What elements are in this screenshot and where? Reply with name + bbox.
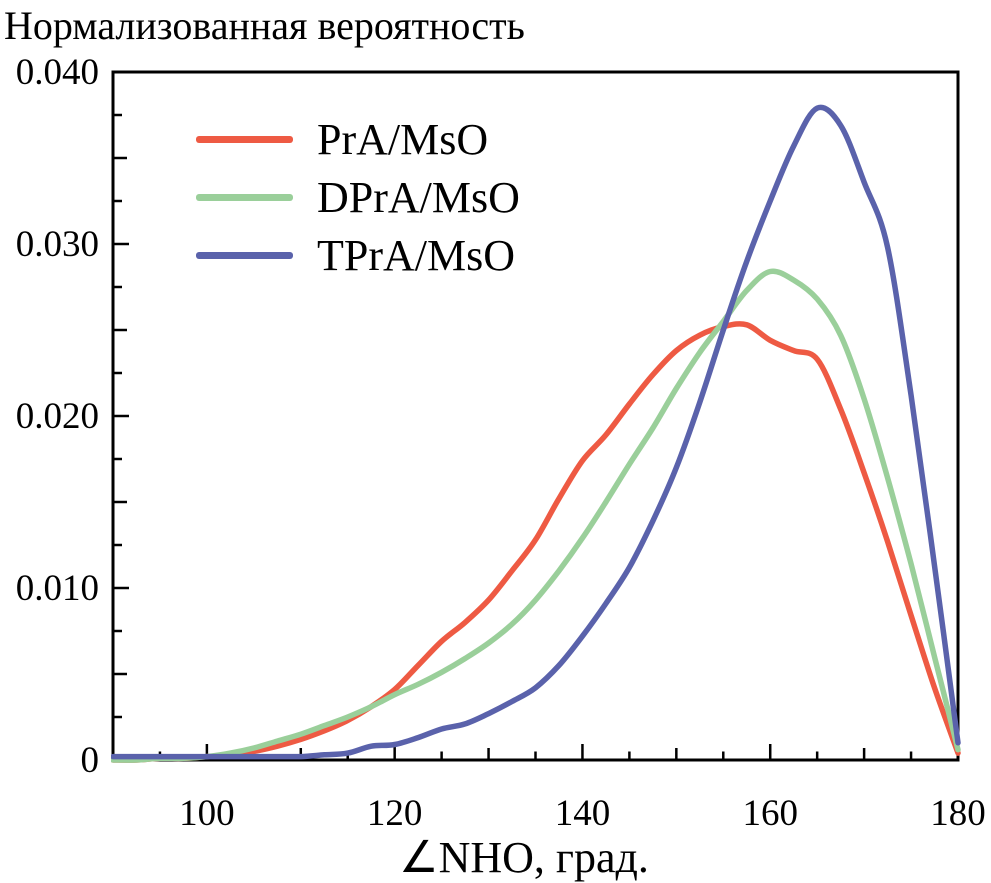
legend: PrA/MsO DPrA/MsO TPrA/MsO xyxy=(196,110,520,284)
legend-item-pra-mso: PrA/MsO xyxy=(196,110,520,168)
x-tick-label: 120 xyxy=(367,793,423,834)
plot-frame-rect xyxy=(111,70,960,762)
x-tick-labels: 100 120 140 160 180 xyxy=(179,793,986,834)
x-tick-label: 100 xyxy=(179,793,235,834)
series-line-tpra-mso xyxy=(111,104,961,760)
plot-frame xyxy=(111,70,960,762)
x-tick-label: 140 xyxy=(555,793,611,834)
y-tick-label: 0.020 xyxy=(16,396,99,437)
x-tick-label: 160 xyxy=(742,793,798,834)
series-line-dpra-mso xyxy=(111,268,961,763)
series-lines xyxy=(111,104,961,763)
y-tick-label: 0 xyxy=(81,740,100,781)
x-axis-title: ∠NHO, град. xyxy=(399,833,649,882)
y-tick-label: 0.040 xyxy=(16,52,99,93)
y-tick-label: 0.030 xyxy=(16,224,99,265)
y-tick-labels: 0 0.010 0.020 0.030 0.040 xyxy=(16,52,99,781)
x-tick-label: 180 xyxy=(930,793,986,834)
legend-line-pra-mso xyxy=(196,135,293,143)
legend-line-dpra-mso xyxy=(196,193,293,201)
axis-ticks xyxy=(114,113,913,759)
legend-line-tpra-mso xyxy=(196,251,293,259)
chart-title: Нормализованная вероятность xyxy=(4,3,525,48)
legend-label-tpra-mso: TPrA/MsO xyxy=(317,230,516,280)
series-line-pra-mso xyxy=(111,321,961,763)
legend-item-dpra-mso: DPrA/MsO xyxy=(196,168,520,226)
legend-label-pra-mso: PrA/MsO xyxy=(317,114,489,164)
y-tick-label: 0.010 xyxy=(16,568,99,609)
legend-item-tpra-mso: TPrA/MsO xyxy=(196,226,520,284)
legend-label-dpra-mso: DPrA/MsO xyxy=(317,172,520,222)
